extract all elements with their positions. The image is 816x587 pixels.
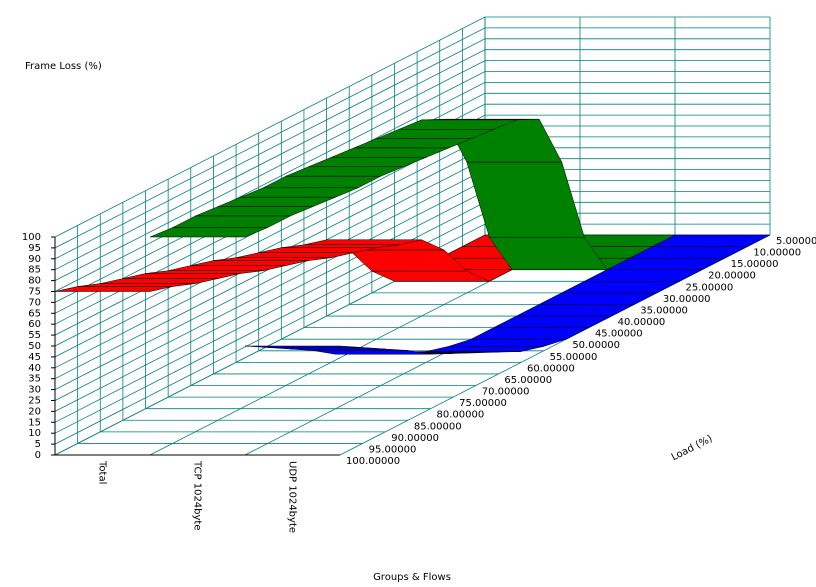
z-tick-label: 100.00000 — [346, 456, 400, 467]
z-tick-label: 40.00000 — [618, 317, 666, 328]
ribbon-segment — [466, 161, 585, 238]
z-tick-label: 25.00000 — [685, 282, 733, 293]
ribbon-segment — [263, 175, 381, 189]
ribbon-segment — [471, 327, 590, 340]
y-tick-label: 90 — [28, 254, 41, 265]
ribbon-segment — [539, 292, 657, 305]
z-tick-label: 10.00000 — [753, 248, 801, 259]
y-tick-label: 65 — [28, 308, 41, 319]
y-tick-label: 45 — [28, 352, 41, 363]
z-tick-label: 55.00000 — [550, 352, 598, 363]
y-tick-label: 85 — [28, 265, 41, 276]
ribbon-segment — [195, 206, 313, 217]
ribbon-segment — [448, 338, 567, 347]
z-tick-label: 45.00000 — [595, 329, 643, 340]
ribbon-segment — [149, 227, 268, 238]
y-tick-label: 80 — [28, 276, 41, 287]
x-tick-label: Total — [97, 460, 108, 484]
y-tick-label: 0 — [35, 450, 41, 461]
y-axis-title: Frame Loss (%) — [25, 61, 102, 72]
z-tick-label: 15.00000 — [731, 259, 779, 270]
y-tick-label: 30 — [28, 385, 41, 396]
y-tick-label: 5 — [35, 439, 41, 450]
y-tick-label: 10 — [28, 428, 41, 439]
z-tick-label: 5.00000 — [776, 236, 816, 247]
z-tick-label: 65.00000 — [504, 375, 552, 386]
z-tick-label: 70.00000 — [482, 387, 530, 398]
z-tick-label: 50.00000 — [572, 340, 620, 351]
y-tick-label: 75 — [28, 287, 41, 298]
z-tick-label: 20.00000 — [708, 271, 756, 282]
y-tick-label: 60 — [28, 319, 41, 330]
ribbon-segment — [213, 257, 332, 261]
x-tick-label: UDP 1024byte — [287, 461, 298, 533]
ribbon-segment — [145, 270, 264, 274]
y-tick-label: 20 — [28, 406, 41, 417]
ribbon-segment — [281, 244, 399, 248]
y-tick-label: 50 — [28, 341, 41, 352]
ribbon-segment — [54, 286, 173, 292]
ribbon-segment — [285, 166, 404, 177]
ribbon-segment — [584, 269, 703, 282]
y-tick-label: 100 — [22, 232, 41, 243]
z-tick-label: 35.00000 — [640, 305, 688, 316]
y-tick-label: 40 — [28, 363, 41, 374]
y-tick-label: 35 — [28, 374, 41, 385]
z-tick-label: 95.00000 — [369, 444, 417, 455]
ribbon-segment — [122, 273, 241, 279]
x-axis-title: Groups & Flows — [373, 572, 451, 583]
z-tick-label: 60.00000 — [527, 363, 575, 374]
ribbon-segment — [331, 147, 449, 158]
ribbon-segment — [240, 187, 359, 198]
z-axis-title: Load (%) — [670, 433, 715, 463]
ribbon-segment — [493, 315, 612, 328]
z-tick-label: 90.00000 — [391, 433, 439, 444]
ribbon-segment — [172, 215, 291, 228]
ribbon-segment — [77, 283, 196, 287]
y-tick-label: 25 — [28, 396, 41, 407]
ribbon-segment — [190, 260, 309, 266]
ribbon-segment — [244, 345, 363, 348]
y-tick-label: 55 — [28, 330, 41, 341]
ribbon-segment — [353, 138, 472, 149]
ribbon-segment — [516, 304, 635, 317]
z-tick-label: 80.00000 — [437, 410, 485, 421]
y-tick-label: 15 — [28, 417, 41, 428]
x-tick-label: TCP 1024byte — [192, 460, 203, 531]
y-tick-label: 70 — [28, 297, 41, 308]
y-tick-label: 95 — [28, 243, 41, 254]
z-tick-label: 75.00000 — [459, 398, 507, 409]
z-tick-label: 85.00000 — [414, 421, 462, 432]
ribbon-segment — [561, 281, 680, 294]
z-tick-label: 30.00000 — [663, 294, 711, 305]
ribbon-segment — [217, 196, 336, 207]
